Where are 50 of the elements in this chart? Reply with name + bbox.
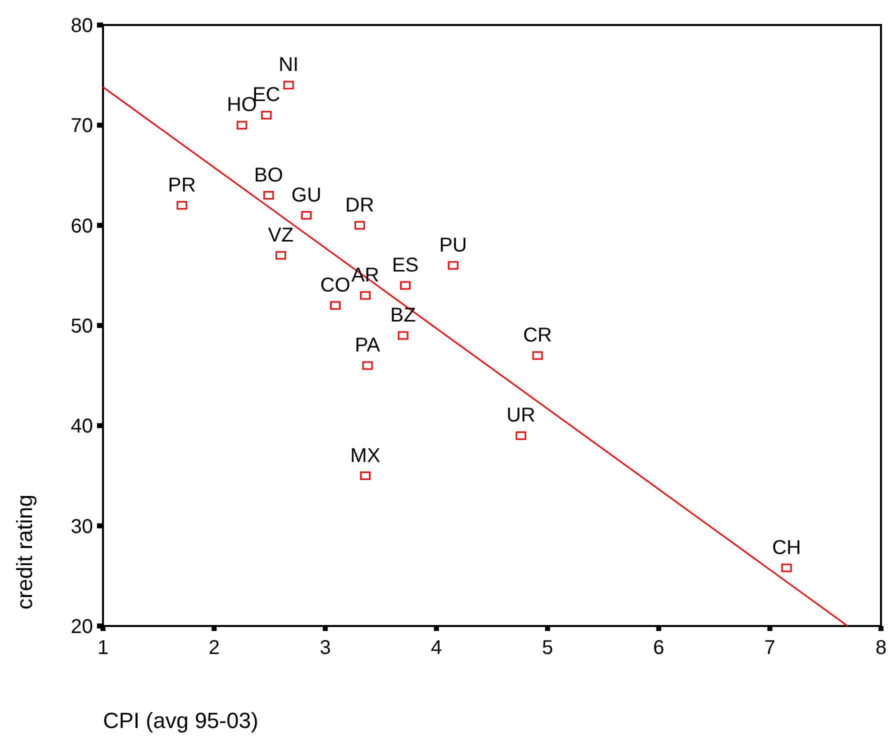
x-tick-label: 5 (542, 637, 554, 659)
annotation: PA (354, 334, 381, 357)
annotation: CO (320, 274, 350, 296)
point (176, 201, 188, 210)
y-tick-label: 40 (70, 416, 93, 438)
point (398, 331, 408, 340)
y-tick-label: 30 (70, 516, 93, 538)
annotation: ES (392, 254, 419, 276)
y-tick-label: 60 (70, 215, 93, 238)
x-axis-title: CPI (avg 95-03) (103, 708, 258, 733)
y-tick-label: 20 (70, 616, 93, 638)
x-tick-label: 4 (430, 637, 442, 659)
point (362, 361, 373, 370)
point (400, 281, 411, 290)
point (261, 110, 272, 120)
annotation: VZ (268, 224, 294, 246)
annotation: CR (523, 324, 552, 347)
annotation: CH (772, 536, 801, 559)
x-tick-label: 7 (764, 637, 776, 659)
point (354, 221, 365, 230)
x-tick-label: 6 (653, 637, 664, 659)
point (283, 80, 294, 90)
point (276, 251, 286, 260)
x-tick-label: 1 (97, 637, 109, 659)
y-tick-label: 70 (70, 115, 93, 138)
point (301, 211, 312, 220)
point (532, 351, 543, 360)
annotation: PU (439, 234, 467, 256)
annotation: GU (291, 184, 322, 206)
x-tick-label: 3 (320, 637, 331, 659)
point (263, 191, 274, 200)
annotation: BO (254, 164, 284, 186)
point (360, 472, 371, 480)
y-tick-label: 50 (70, 316, 93, 338)
point (330, 301, 341, 310)
x-tick-label: 8 (875, 637, 887, 659)
annotation: BZ (390, 304, 416, 327)
annotation: NI (278, 54, 299, 76)
x-tick-label: 2 (208, 637, 220, 659)
annotation: MX (350, 444, 380, 467)
point (781, 564, 792, 572)
annotation: DR (345, 194, 374, 216)
point (360, 291, 371, 300)
y-tick-label: 80 (70, 15, 93, 37)
y-axis-title: credit rating (12, 494, 37, 610)
point (448, 261, 458, 270)
point (236, 120, 248, 130)
annotation: UR (506, 404, 536, 427)
point (516, 431, 526, 440)
annotation: PR (168, 174, 196, 196)
